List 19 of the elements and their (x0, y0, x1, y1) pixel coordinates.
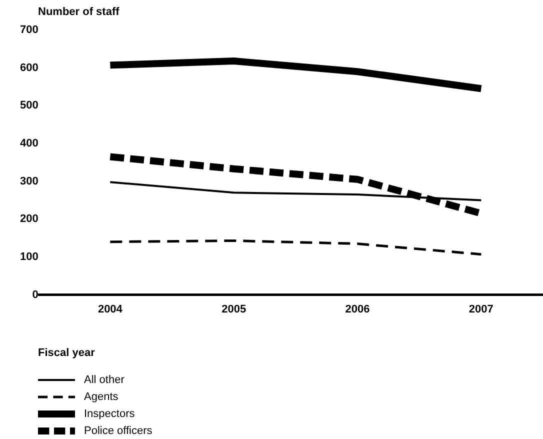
y-tick-label: 700 (20, 24, 38, 36)
y-tick-label: 0 (32, 288, 38, 301)
y-tick-label: 100 (20, 251, 38, 264)
y-axis-title: Number of staff (38, 6, 120, 18)
y-tick-label: 400 (20, 138, 38, 150)
x-tick-label: 2006 (345, 303, 370, 316)
x-tick-label: 2007 (468, 303, 494, 316)
y-tick-label: 600 (20, 62, 38, 74)
y-tick-label: 200 (20, 213, 38, 226)
line-series (108, 239, 482, 256)
x-tick-label: 2004 (98, 303, 124, 316)
legend-label: Inspectors (84, 408, 136, 420)
y-tick-label: 500 (20, 100, 38, 112)
legend-label: All other (84, 374, 125, 386)
y-tick-label: 300 (20, 175, 38, 188)
legend-label: Police officers (84, 425, 153, 438)
x-tick-label: 2005 (222, 303, 246, 316)
legend-label: Agents (84, 391, 119, 404)
x-axis-title: Fiscal year (38, 347, 96, 359)
